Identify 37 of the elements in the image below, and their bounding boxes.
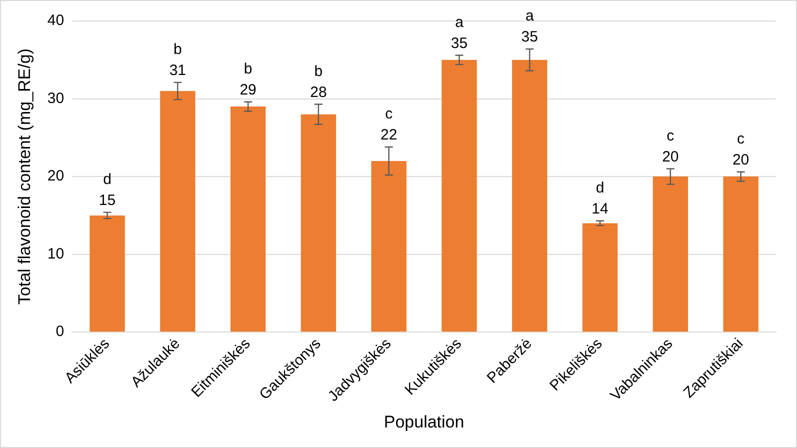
data-label: 14 (592, 200, 608, 218)
bar (300, 114, 336, 332)
bar (160, 91, 196, 332)
bar (442, 60, 477, 332)
data-label: 35 (450, 34, 468, 52)
data-label: 35 (521, 28, 538, 46)
annotation: b (174, 41, 182, 58)
y-axis-title: Total flavonoid content (mg_RE/g) (14, 48, 34, 305)
data-label: 15 (98, 192, 116, 209)
bar (230, 106, 266, 332)
annotation: c (737, 130, 746, 148)
bar (652, 176, 688, 332)
annotation: d (596, 180, 604, 197)
x-axis-title: Population (384, 412, 464, 432)
data-label: 20 (732, 152, 750, 169)
y-tick-label: 40 (47, 12, 64, 30)
annotation: b (314, 62, 323, 80)
annotation: b (244, 60, 252, 78)
annotation: a (525, 8, 534, 25)
y-tick-label: 30 (47, 90, 64, 107)
bar (582, 223, 618, 332)
data-label: 22 (380, 126, 398, 144)
bar (723, 176, 758, 332)
annotation: d (103, 170, 112, 188)
bar (90, 215, 125, 332)
bar (512, 60, 548, 332)
y-tick-label: 10 (47, 245, 64, 262)
annotation: a (455, 14, 464, 31)
bar (371, 160, 406, 332)
annotation: c (385, 106, 394, 123)
data-label: 28 (310, 84, 327, 101)
annotation: c (666, 127, 675, 144)
data-label: 20 (662, 148, 679, 166)
data-label: 31 (169, 62, 186, 80)
y-tick-label: 20 (47, 168, 64, 185)
y-tick-label: 0 (56, 323, 64, 340)
data-label: 29 (240, 82, 256, 99)
